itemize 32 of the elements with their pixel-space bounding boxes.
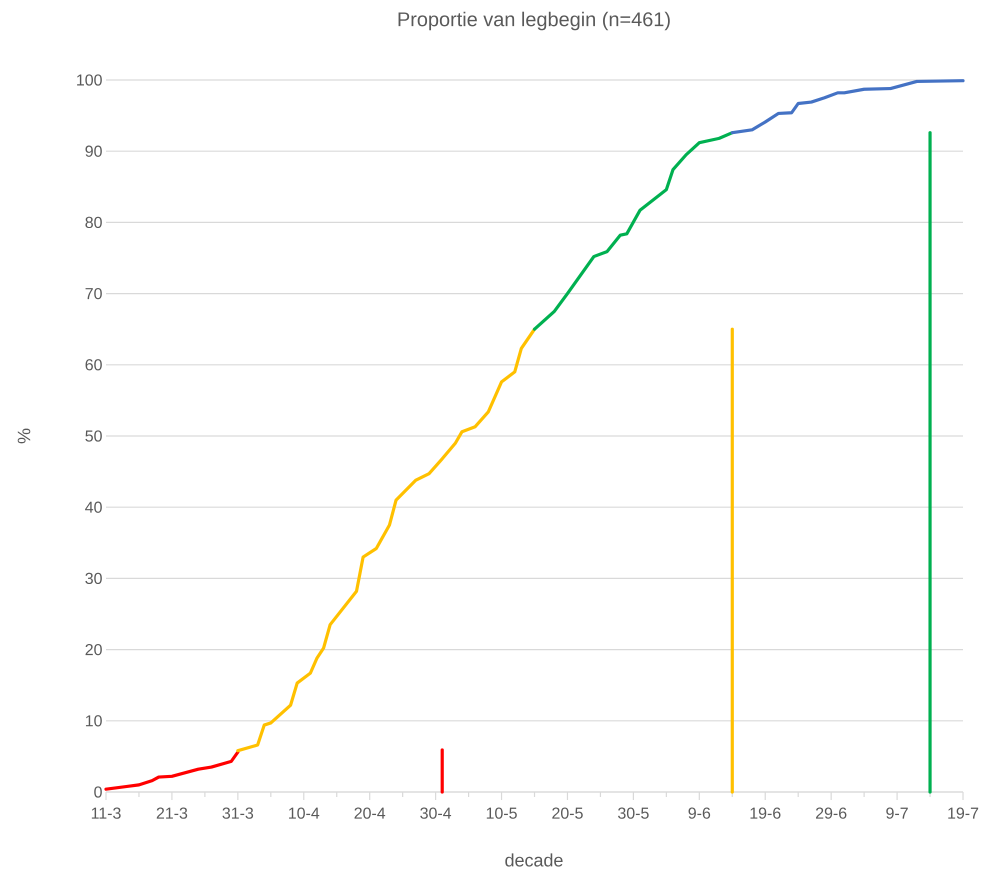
y-tick-label: 0 <box>94 786 102 798</box>
x-tick-label: 19-7 <box>948 808 978 819</box>
line-series <box>532 131 734 331</box>
x-tick-label: 19-6 <box>750 808 780 819</box>
y-tick-label: 30 <box>85 572 102 584</box>
y-tick-label: 20 <box>86 644 102 656</box>
x-tick-label: 30-4 <box>420 808 452 819</box>
x-tick-label: 10-4 <box>289 808 320 819</box>
y-tick-label: 40 <box>85 502 102 513</box>
x-axis-title: decade <box>505 853 563 867</box>
chart-title: Proportie van legbegin (n=461) <box>398 12 670 30</box>
y-tick-label: 80 <box>85 216 102 228</box>
x-tick-label: 20-5 <box>552 808 583 819</box>
x-tick-label: 9-7 <box>886 808 908 819</box>
x-tick-label: 21-3 <box>156 808 188 819</box>
x-tick-label: 9-6 <box>688 808 710 819</box>
x-tick-label: 20-4 <box>354 808 386 819</box>
x-tick-label: 10-5 <box>486 808 517 819</box>
x-tick-label: 31-3 <box>222 808 254 819</box>
y-tick-label: 100 <box>77 74 102 86</box>
y-tick-label: 60 <box>86 359 102 370</box>
y-tick-label: 50 <box>85 430 102 442</box>
y-axis-title: % <box>18 428 30 444</box>
y-tick-label: 70 <box>86 288 102 300</box>
x-tick-label: 11-3 <box>92 808 121 819</box>
line-series <box>236 328 536 752</box>
x-tick-label: 30-5 <box>618 808 649 819</box>
line-series <box>730 79 965 134</box>
y-tick-label: 10 <box>86 715 102 726</box>
x-tick-label: 29-6 <box>816 808 846 819</box>
y-tick-label: 90 <box>86 146 102 157</box>
line-series <box>104 750 240 791</box>
